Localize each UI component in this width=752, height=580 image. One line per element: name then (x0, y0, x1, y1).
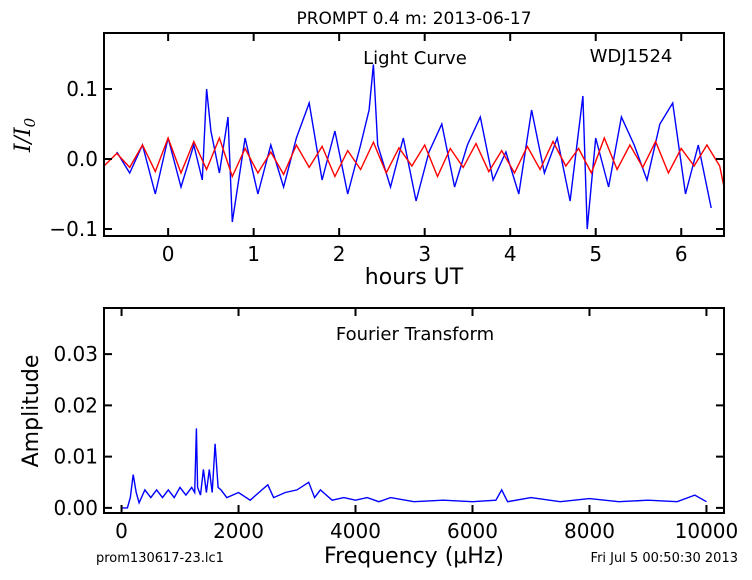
light-curve-xtick-label: 3 (418, 242, 431, 266)
fourier-xtick-label: 4000 (330, 519, 381, 543)
light-curve-xtick-label: 2 (333, 242, 346, 266)
light-curve-ytick-label: −0.1 (49, 217, 98, 241)
light-curve-xtick-label: 5 (589, 242, 602, 266)
light-curve-xlabel: hours UT (365, 265, 464, 290)
fourier-series-1 (121, 428, 707, 509)
light-curve-xtick-label: 4 (504, 242, 517, 266)
fourier-xtick-label: 6000 (447, 519, 498, 543)
light-curve-ytick-label: 0.1 (66, 77, 98, 101)
light-curve-series-1 (116, 64, 712, 230)
fourier-xtick-label: 10000 (675, 519, 739, 543)
fourier-frame (103, 307, 725, 514)
light-curve-annotation: Light Curve (363, 48, 467, 69)
light-curve-ticks: 0 1 2 3 4 5 6 −0.1 0.0 0.1 (49, 33, 724, 266)
light-curve-ylabel: I/I0 (11, 117, 39, 153)
fourier-annotation: Fourier Transform (336, 324, 494, 345)
fourier-ylabel: Amplitude (19, 355, 44, 468)
fourier-xtick-label: 8000 (564, 519, 615, 543)
fourier-panel: 0 2000 4000 6000 8000 10000 0.00 0.01 0.02 0.03 F… (19, 307, 738, 569)
fourier-ytick-label: 0.02 (53, 393, 98, 417)
fourier-xlabel: Frequency (μHz) (324, 544, 504, 569)
footer-timestamp: Fri Jul 5 00:50:30 2013 (591, 551, 738, 566)
fourier-xtick-label: 0 (115, 519, 128, 543)
light-curve-ytick-label: 0.0 (66, 147, 98, 171)
light-curve-frame (103, 32, 725, 237)
figure-title: PROMPT 0.4 m: 2013-06-17 (296, 9, 531, 29)
light-curve-xtick-label: 0 (162, 242, 175, 266)
footer-filename: prom130617-23.lc1 (96, 551, 224, 566)
light-curve-xtick-label: 6 (675, 242, 688, 266)
fourier-ytick-label: 0.03 (53, 342, 98, 366)
star-name-annotation: WDJ1524 (590, 46, 673, 67)
fourier-series (121, 428, 707, 509)
fourier-xtick-label: 2000 (213, 519, 264, 543)
light-curve-xtick-label: 1 (247, 242, 260, 266)
light-curve-panel: 0 1 2 3 4 5 6 −0.1 0.0 0.1 Light Curve WDJ1524 ho… (11, 32, 725, 290)
fourier-ticks: 0 2000 4000 6000 8000 10000 0.00 0.01 0.02 0.03 (53, 308, 738, 543)
fourier-ytick-label: 0.01 (53, 445, 98, 469)
fourier-ytick-label: 0.00 (53, 496, 98, 520)
light-curve-series-2 (103, 135, 725, 188)
light-curve-series (103, 64, 725, 230)
